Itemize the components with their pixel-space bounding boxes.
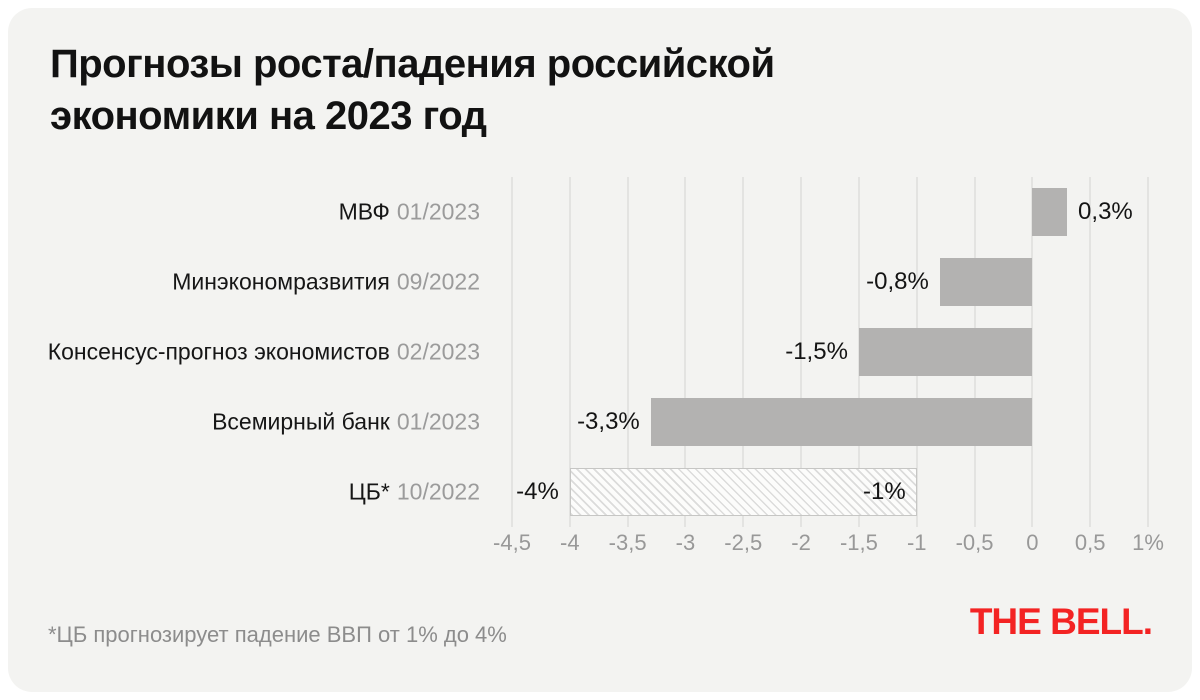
bar-chart: -4,5 -4 -3,5 -3 -2,5 -2 -1,5 -1 -0,5 0 0,5 1% МВФ 01/…	[8, 8, 1192, 692]
infographic-card: Прогнозы роста/падения российской эконом…	[8, 8, 1192, 692]
source-name: Всемирный банк	[212, 408, 390, 435]
axis-tick-label: 0	[1026, 530, 1039, 555]
value-bar	[858, 328, 1033, 376]
gridline	[742, 177, 745, 527]
source-name: МВФ	[338, 198, 390, 225]
value-label: 0,3%	[1078, 198, 1133, 225]
forecast-date: 10/2022	[396, 478, 480, 505]
value-bar	[650, 398, 1033, 446]
category-label: Минэкономразвития 09/2022	[172, 269, 480, 296]
source-name: Консенсус-прогноз экономистов	[47, 338, 390, 365]
axis-tick-label: -0,5	[955, 530, 994, 555]
value-label: -0,8%	[866, 268, 929, 295]
range-bar	[569, 468, 917, 516]
axis-tick-label: -4,5	[493, 530, 531, 555]
axis-tick-label: 0,5	[1074, 530, 1106, 555]
axis-tick-label: -3,5	[608, 530, 647, 555]
category-label: Всемирный банк 01/2023	[212, 409, 480, 436]
forecast-date: 01/2023	[396, 198, 480, 225]
gridline	[800, 177, 803, 527]
category-label: Консенсус-прогноз экономистов 02/2023	[48, 339, 480, 366]
forecast-date: 09/2022	[396, 268, 480, 295]
forecast-date: 01/2023	[396, 408, 480, 435]
category-label: МВФ 01/2023	[339, 199, 480, 226]
axis-tick-label: 1%	[1132, 530, 1164, 555]
axis-tick-label: -1,5	[839, 530, 878, 555]
forecast-date: 02/2023	[396, 338, 480, 365]
category-label: ЦБ* 10/2022	[349, 479, 480, 506]
source-name: ЦБ*	[348, 478, 390, 505]
value-label: -4%	[516, 478, 559, 505]
gridline	[511, 177, 513, 527]
axis-tick-label: -3	[675, 530, 696, 555]
footnote: *ЦБ прогнозирует падение ВВП от 1% до 4%	[48, 622, 507, 647]
gridline	[626, 177, 629, 527]
value-label: -3,3%	[577, 408, 640, 435]
chart-title: Прогнозы роста/падения российской эконом…	[50, 42, 775, 138]
gridline	[568, 177, 571, 527]
gridline	[1147, 177, 1149, 527]
value-bar	[939, 258, 1033, 306]
axis-tick-label: -4	[560, 530, 580, 555]
value-bar	[1032, 188, 1068, 236]
axis-tick-label: -2	[791, 530, 811, 555]
gridline	[684, 177, 687, 527]
gridline	[1031, 177, 1034, 527]
axis-tick-label: -1	[906, 530, 927, 555]
value-label: -1,5%	[785, 338, 848, 365]
the-bell-logo: THE BELL.	[969, 601, 1153, 642]
gridline	[1089, 177, 1092, 527]
source-name: Минэкономразвития	[172, 268, 390, 295]
value-label: -1%	[863, 478, 906, 505]
axis-tick-label: -2,5	[724, 530, 763, 555]
